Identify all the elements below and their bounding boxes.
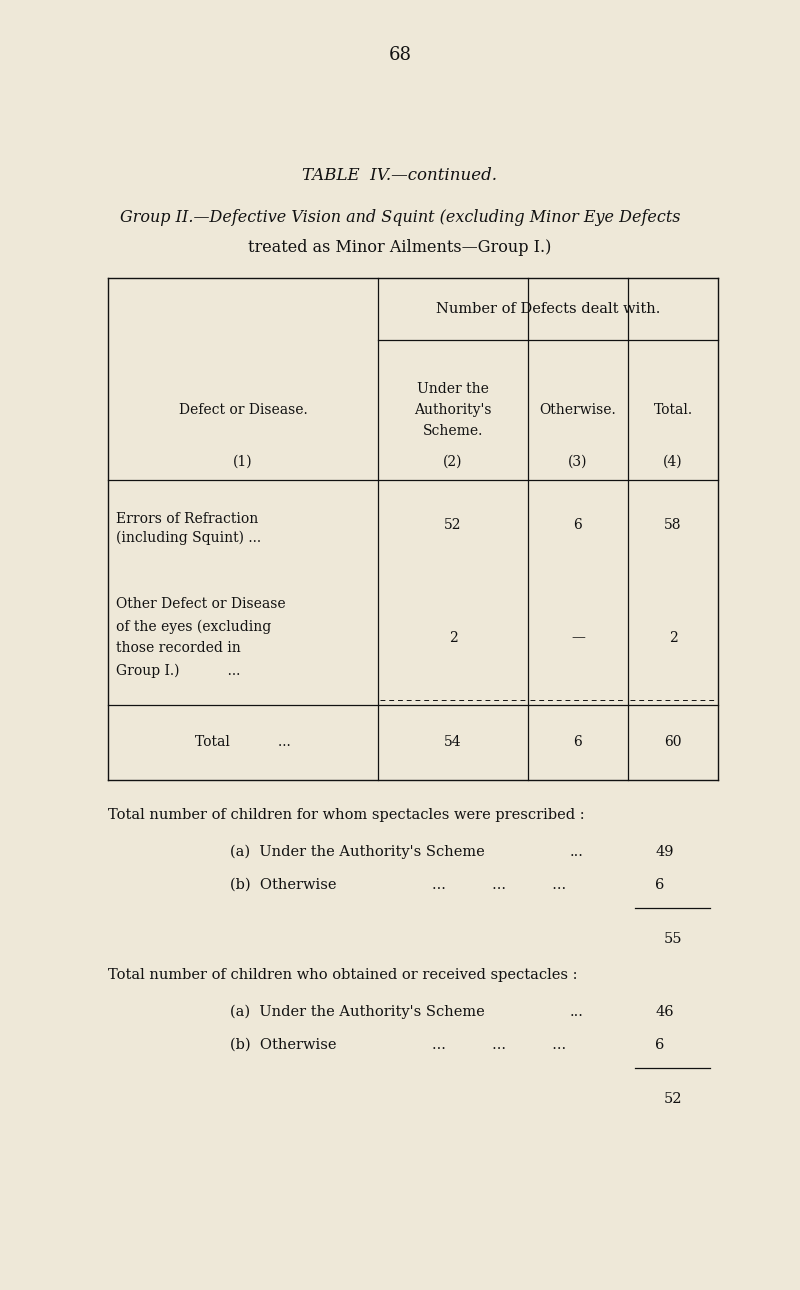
Text: 68: 68 [389, 46, 411, 64]
Text: 46: 46 [655, 1005, 674, 1019]
Text: Otherwise.: Otherwise. [540, 402, 616, 417]
Text: ...: ... [570, 1005, 584, 1019]
Text: Number of Defects dealt with.: Number of Defects dealt with. [436, 302, 660, 316]
Text: Total.: Total. [654, 402, 693, 417]
Text: 60: 60 [664, 735, 682, 749]
Text: (b)  Otherwise: (b) Otherwise [230, 878, 337, 891]
Text: those recorded in: those recorded in [116, 641, 241, 655]
Text: —: — [571, 631, 585, 645]
Text: TABLE  IV.—continued.: TABLE IV.—continued. [302, 166, 498, 183]
Text: (1): (1) [233, 455, 253, 470]
Text: 55: 55 [664, 931, 682, 946]
Text: ...          ...          ...: ... ... ... [432, 878, 566, 891]
Text: Total number of children who obtained or received spectacles :: Total number of children who obtained or… [108, 968, 578, 982]
Text: (a)  Under the Authority's Scheme: (a) Under the Authority's Scheme [230, 845, 485, 859]
Text: Group II.—Defective Vision and Squint (excluding Minor Eye Defects: Group II.—Defective Vision and Squint (e… [120, 209, 680, 227]
Text: Errors of Refraction: Errors of Refraction [116, 512, 258, 526]
Text: 6: 6 [655, 878, 664, 891]
Text: (2): (2) [443, 455, 462, 470]
Text: Total           ...: Total ... [195, 735, 291, 749]
Text: ...          ...          ...: ... ... ... [432, 1038, 566, 1053]
Text: 6: 6 [655, 1038, 664, 1053]
Text: 2: 2 [449, 631, 458, 645]
Text: 52: 52 [664, 1093, 682, 1106]
Text: 6: 6 [574, 735, 582, 749]
Text: treated as Minor Ailments—Group I.): treated as Minor Ailments—Group I.) [248, 240, 552, 257]
Text: 6: 6 [574, 519, 582, 531]
Text: ...: ... [570, 845, 584, 859]
Text: 54: 54 [444, 735, 462, 749]
Text: (3): (3) [568, 455, 588, 470]
Text: of the eyes (excluding: of the eyes (excluding [116, 619, 271, 633]
Text: Under the
Authority's
Scheme.: Under the Authority's Scheme. [414, 382, 492, 437]
Text: (including Squint) ...: (including Squint) ... [116, 530, 261, 546]
Text: (a)  Under the Authority's Scheme: (a) Under the Authority's Scheme [230, 1005, 485, 1019]
Text: 52: 52 [444, 519, 462, 531]
Text: 2: 2 [669, 631, 678, 645]
Text: Defect or Disease.: Defect or Disease. [178, 402, 307, 417]
Text: 58: 58 [664, 519, 682, 531]
Text: Group I.)           ...: Group I.) ... [116, 663, 240, 677]
Text: Other Defect or Disease: Other Defect or Disease [116, 597, 286, 611]
Text: (b)  Otherwise: (b) Otherwise [230, 1038, 337, 1053]
Text: 49: 49 [655, 845, 674, 859]
Text: Total number of children for whom spectacles were prescribed :: Total number of children for whom specta… [108, 808, 585, 822]
Text: (4): (4) [663, 455, 683, 470]
